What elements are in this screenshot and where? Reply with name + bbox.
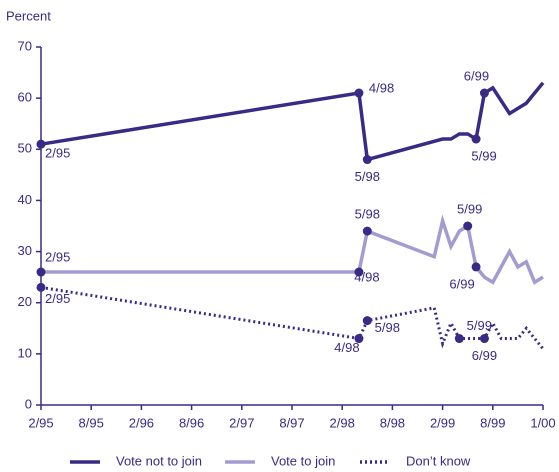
annotation: 5/99 [471,148,496,163]
series-line [40,81,545,162]
x-tick-label: 8/97 [279,415,304,430]
annotation: 5/99 [457,201,482,216]
annotation: 4/98 [354,269,379,284]
point-marker [479,88,489,98]
annotation: 2/95 [45,146,70,161]
point-marker [479,334,489,344]
y-axis-label: Percent [6,8,51,23]
x-tick-label: 8/99 [480,415,505,430]
point-marker [362,226,372,236]
y-tick-label: 50 [18,141,32,156]
y-tick-label: 20 [18,294,32,309]
point-marker [36,282,46,292]
x-tick-label: 8/98 [380,415,405,430]
y-tick-label: 40 [18,192,32,207]
x-tick-label: 1/00 [530,415,555,430]
y-tick-label: 70 [18,38,32,53]
annotation: 2/95 [45,249,70,264]
y-tick-label: 60 [18,90,32,105]
x-tick-label: 2/96 [129,415,154,430]
point-marker [362,316,372,326]
annotation: 6/99 [449,276,474,291]
x-tick-label: 2/97 [229,415,254,430]
point-marker [354,88,364,98]
annotation: 2/95 [45,291,70,306]
point-marker [454,334,464,344]
x-tick-label: 2/99 [430,415,455,430]
annotation: 6/99 [464,68,489,83]
legend-label: Don’t know [406,453,471,468]
annotation: 5/99 [467,318,492,333]
annotation: 5/98 [355,169,380,184]
point-marker [471,262,481,272]
point-marker [354,334,364,344]
x-tick-label: 8/96 [179,415,204,430]
point-marker [471,134,481,144]
legend-label: Vote to join [271,453,335,468]
series-line [41,214,544,285]
y-tick-label: 0 [25,396,32,411]
point-marker [36,139,46,149]
y-tick-label: 30 [18,243,32,258]
legend-label: Vote not to join [116,453,202,468]
annotation: 4/98 [334,340,359,355]
y-tick-label: 10 [18,345,32,360]
point-marker [362,155,372,165]
x-tick-label: 8/95 [79,415,104,430]
point-marker [463,221,473,231]
annotation: 5/98 [355,207,380,222]
annotation: 5/98 [375,320,400,335]
point-marker [354,267,364,277]
annotation: 4/98 [369,80,394,95]
x-tick-label: 2/98 [330,415,355,430]
annotation: 6/99 [472,348,497,363]
point-marker [36,267,46,277]
x-tick-label: 2/95 [28,415,53,430]
